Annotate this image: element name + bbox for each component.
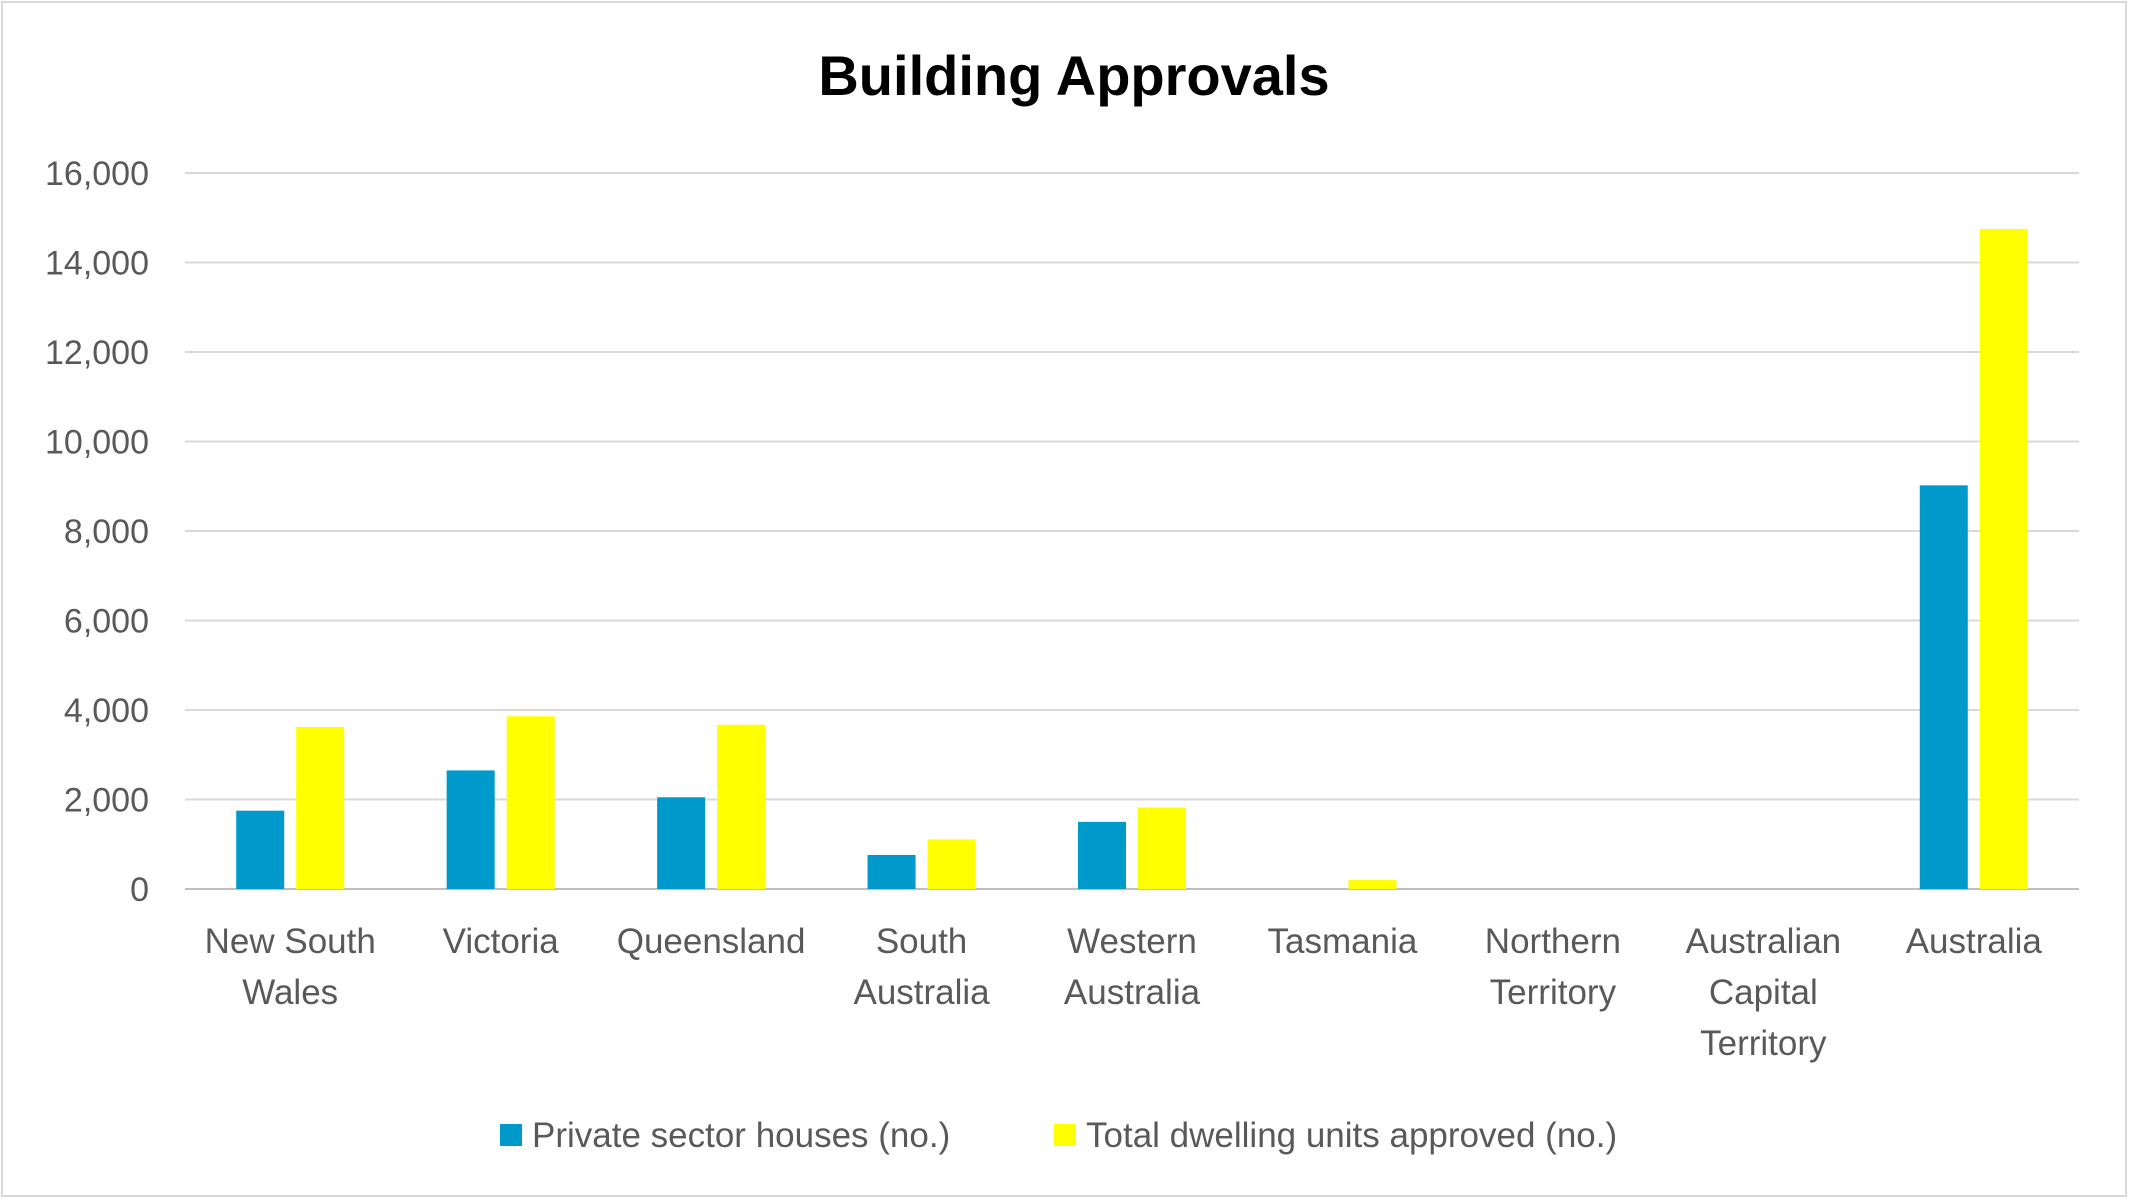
x-category-label: Australia bbox=[1906, 922, 2043, 961]
y-tick-label: 2,000 bbox=[64, 782, 149, 820]
x-category-label: New South Wales bbox=[205, 922, 376, 1012]
x-category-label-line: Territory bbox=[1490, 973, 1617, 1012]
legend: Private sector houses (no.) Total dwellin… bbox=[500, 1116, 1617, 1155]
chart-title: Building Approvals bbox=[818, 44, 1329, 107]
y-tick-label: 12,000 bbox=[45, 334, 149, 372]
x-category-label: Tasmania bbox=[1268, 922, 1418, 961]
bar-series-1 bbox=[867, 854, 916, 889]
legend-label-series-2: Total dwelling units approved (no.) bbox=[1086, 1116, 1617, 1155]
x-category-label: Northern Territory bbox=[1485, 922, 1621, 1012]
y-tick-label: 16,000 bbox=[45, 155, 149, 193]
bar-series-2 bbox=[296, 727, 345, 889]
bar-series-2 bbox=[1979, 228, 2028, 889]
x-category-label: South Australia bbox=[853, 922, 990, 1012]
x-axis-category-labels: New South Wales Victoria Queensland South Aus… bbox=[205, 922, 2043, 1063]
y-tick-label: 14,000 bbox=[45, 245, 149, 283]
y-tick-label: 6,000 bbox=[64, 603, 149, 641]
x-category-label: Australian Capital Territory bbox=[1686, 922, 1842, 1063]
bar-chart: Building Approvals 0 2,000 4,000 6,000 8,000… bbox=[45, 44, 2079, 1155]
y-axis-tick-labels: 0 2,000 4,000 6,000 8,000 10,000 12,000 14,000 1… bbox=[45, 155, 149, 909]
x-category-label-line: Victoria bbox=[443, 922, 560, 961]
x-category-label-line: South bbox=[876, 922, 967, 961]
x-category-label-line: Territory bbox=[1700, 1024, 1827, 1063]
bar-series-1 bbox=[236, 810, 285, 889]
bar-series-2 bbox=[717, 724, 766, 889]
legend-label-series-1: Private sector houses (no.) bbox=[532, 1116, 950, 1155]
bar-series-1 bbox=[446, 770, 495, 889]
y-tick-label: 4,000 bbox=[64, 692, 149, 730]
x-category-label-line: Western bbox=[1067, 922, 1197, 961]
bar-series-1 bbox=[657, 797, 706, 889]
bar-series-2 bbox=[1138, 807, 1186, 889]
bars bbox=[236, 228, 2028, 889]
legend-swatch-series-1 bbox=[500, 1124, 522, 1146]
x-category-label-line: Australian bbox=[1686, 922, 1842, 961]
x-category-label-line: Australia bbox=[1906, 922, 2043, 961]
gridlines bbox=[185, 172, 2079, 890]
y-tick-label: 0 bbox=[130, 871, 149, 909]
y-tick-label: 8,000 bbox=[64, 513, 149, 551]
bar-series-1 bbox=[1919, 485, 1968, 889]
bar-series-2 bbox=[506, 716, 555, 889]
x-category-label: Western Australia bbox=[1064, 922, 1201, 1012]
x-category-label-line: Australia bbox=[1064, 973, 1201, 1012]
x-category-label-line: Northern bbox=[1485, 922, 1621, 961]
bar-series-2 bbox=[1348, 880, 1397, 889]
x-category-label-line: Queensland bbox=[617, 922, 806, 961]
x-category-label-line: Australia bbox=[853, 973, 990, 1012]
legend-swatch-series-2 bbox=[1054, 1124, 1076, 1146]
x-category-label-line: Wales bbox=[242, 973, 338, 1012]
x-category-label-line: Capital bbox=[1709, 973, 1818, 1012]
x-category-label-line: New South bbox=[205, 922, 376, 961]
bar-series-1 bbox=[1078, 821, 1126, 889]
x-category-label: Victoria bbox=[443, 922, 560, 961]
y-tick-label: 10,000 bbox=[45, 424, 149, 462]
bar-series-2 bbox=[927, 839, 976, 889]
x-category-label-line: Tasmania bbox=[1268, 922, 1418, 961]
x-category-label: Queensland bbox=[617, 922, 806, 961]
